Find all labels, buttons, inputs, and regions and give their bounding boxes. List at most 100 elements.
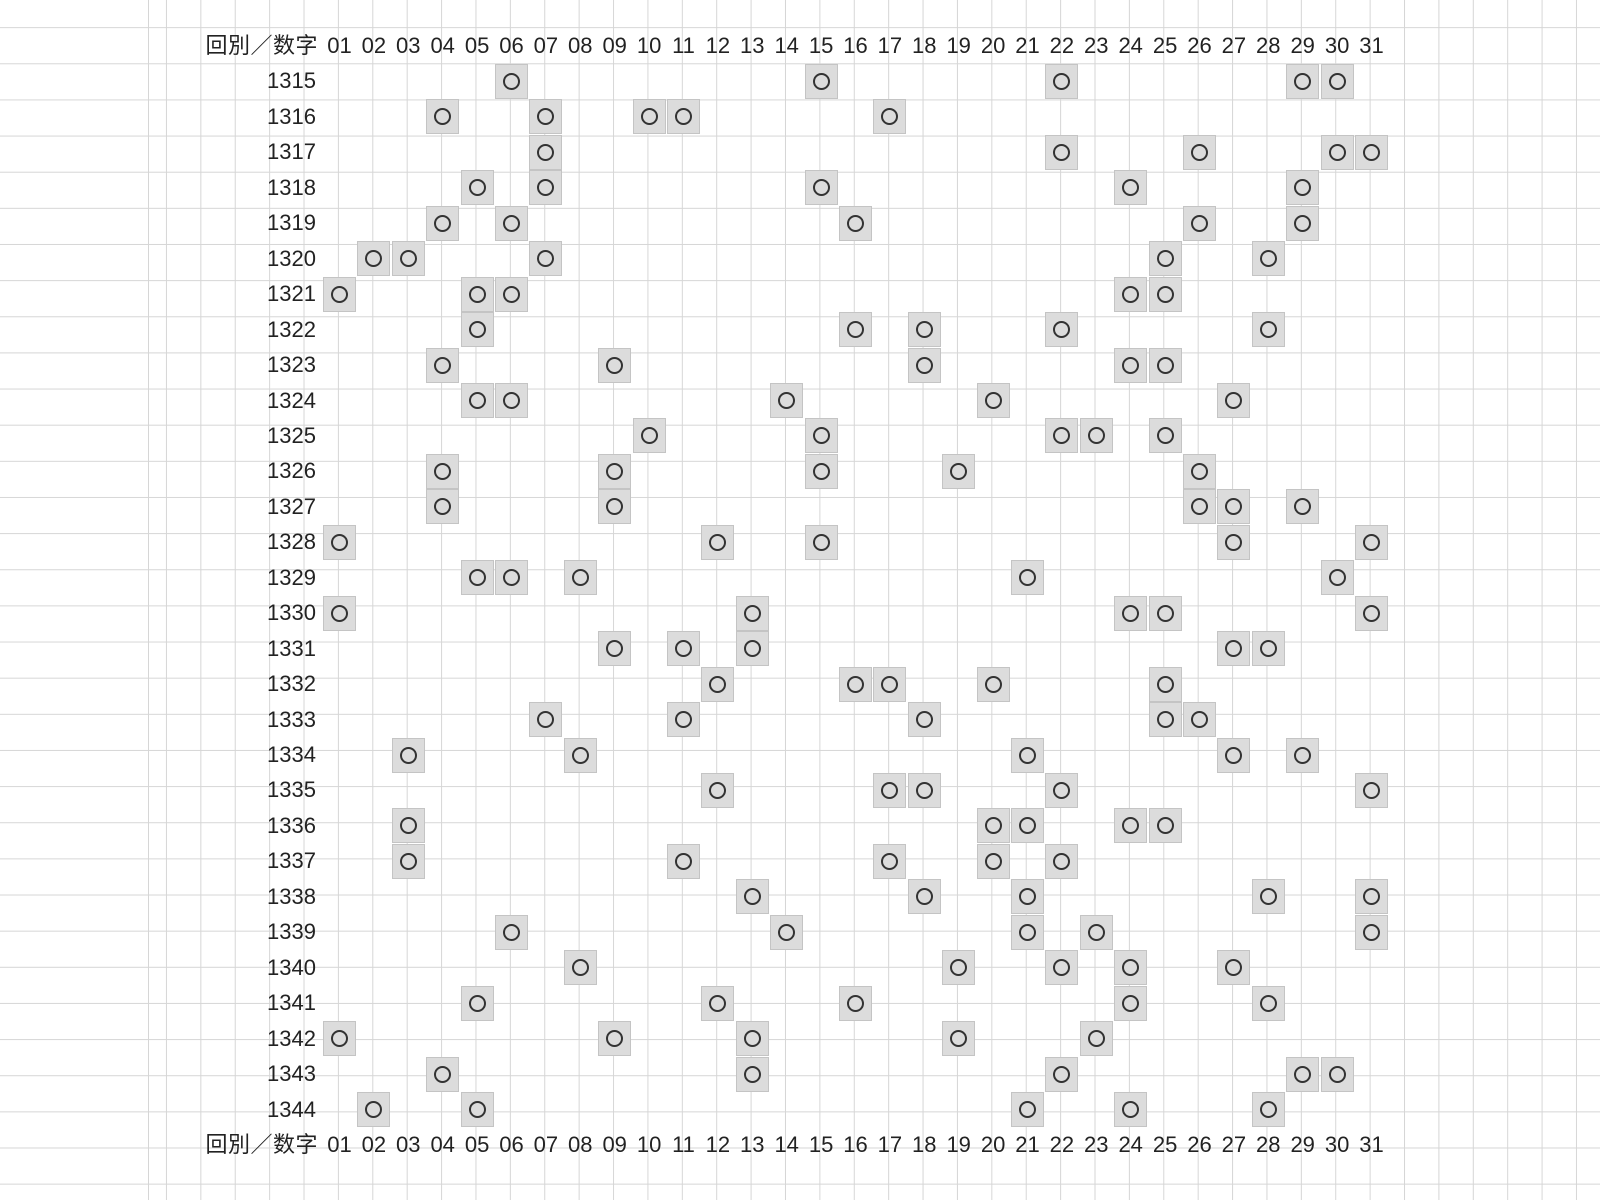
marked-cell[interactable] (804, 418, 838, 454)
marked-cell[interactable] (323, 276, 356, 312)
marked-cell[interactable] (976, 383, 1010, 418)
marked-cell[interactable] (391, 737, 425, 773)
marked-cell[interactable] (598, 347, 632, 383)
marked-cell[interactable] (1286, 63, 1320, 99)
marked-cell[interactable] (632, 418, 666, 454)
marked-cell[interactable] (1045, 950, 1079, 986)
marked-cell[interactable] (563, 560, 597, 596)
marked-cell[interactable] (839, 205, 872, 241)
marked-cell[interactable] (1045, 843, 1079, 879)
marked-cell[interactable] (1045, 312, 1079, 348)
marked-cell[interactable] (1011, 560, 1044, 596)
marked-cell[interactable] (976, 666, 1010, 702)
marked-cell[interactable] (1183, 702, 1216, 738)
marked-cell[interactable] (907, 772, 941, 808)
marked-cell[interactable] (1148, 418, 1182, 454)
marked-cell[interactable] (357, 241, 391, 277)
marked-cell[interactable] (1148, 241, 1182, 277)
marked-cell[interactable] (804, 524, 838, 560)
marked-cell[interactable] (1045, 1056, 1079, 1092)
marked-cell[interactable] (1320, 63, 1354, 99)
marked-cell[interactable] (1286, 489, 1320, 525)
marked-cell[interactable] (1251, 1092, 1285, 1127)
marked-cell[interactable] (529, 702, 563, 738)
marked-cell[interactable] (1011, 737, 1044, 773)
marked-cell[interactable] (1079, 1021, 1113, 1057)
marked-cell[interactable] (1217, 489, 1251, 525)
marked-cell[interactable] (770, 383, 804, 418)
marked-cell[interactable] (1286, 737, 1320, 773)
marked-cell[interactable] (1045, 418, 1079, 454)
marked-cell[interactable] (1217, 383, 1251, 418)
marked-cell[interactable] (495, 276, 528, 312)
marked-cell[interactable] (495, 205, 528, 241)
marked-cell[interactable] (1217, 737, 1251, 773)
marked-cell[interactable] (1286, 170, 1320, 206)
marked-cell[interactable] (1251, 879, 1285, 915)
marked-cell[interactable] (460, 312, 494, 348)
marked-cell[interactable] (1011, 879, 1044, 915)
marked-cell[interactable] (839, 985, 872, 1021)
marked-cell[interactable] (1251, 631, 1285, 667)
marked-cell[interactable] (426, 347, 460, 383)
marked-cell[interactable] (976, 808, 1010, 844)
marked-cell[interactable] (1320, 1056, 1354, 1092)
marked-cell[interactable] (426, 1056, 460, 1092)
marked-cell[interactable] (460, 383, 494, 418)
marked-cell[interactable] (907, 312, 941, 348)
marked-cell[interactable] (426, 489, 460, 525)
marked-cell[interactable] (495, 383, 528, 418)
marked-cell[interactable] (942, 453, 976, 489)
marked-cell[interactable] (426, 453, 460, 489)
marked-cell[interactable] (1045, 134, 1079, 170)
marked-cell[interactable] (1355, 914, 1388, 950)
marked-cell[interactable] (1148, 702, 1182, 738)
marked-cell[interactable] (1011, 1092, 1044, 1127)
marked-cell[interactable] (976, 843, 1010, 879)
marked-cell[interactable] (598, 631, 632, 667)
marked-cell[interactable] (667, 99, 700, 135)
marked-cell[interactable] (1355, 879, 1388, 915)
marked-cell[interactable] (1286, 205, 1320, 241)
marked-cell[interactable] (839, 666, 872, 702)
marked-cell[interactable] (701, 666, 735, 702)
marked-cell[interactable] (907, 702, 941, 738)
marked-cell[interactable] (839, 312, 872, 348)
marked-cell[interactable] (495, 63, 528, 99)
marked-cell[interactable] (873, 843, 907, 879)
marked-cell[interactable] (460, 985, 494, 1021)
marked-cell[interactable] (357, 1092, 391, 1127)
marked-cell[interactable] (1251, 241, 1285, 277)
marked-cell[interactable] (1045, 63, 1079, 99)
marked-cell[interactable] (563, 950, 597, 986)
marked-cell[interactable] (529, 241, 563, 277)
marked-cell[interactable] (632, 99, 666, 135)
marked-cell[interactable] (1114, 950, 1148, 986)
marked-cell[interactable] (1355, 524, 1388, 560)
marked-cell[interactable] (1355, 772, 1388, 808)
marked-cell[interactable] (460, 170, 494, 206)
marked-cell[interactable] (735, 1021, 769, 1057)
marked-cell[interactable] (529, 170, 563, 206)
marked-cell[interactable] (701, 524, 735, 560)
marked-cell[interactable] (426, 205, 460, 241)
marked-cell[interactable] (735, 1056, 769, 1092)
marked-cell[interactable] (1320, 560, 1354, 596)
marked-cell[interactable] (667, 631, 700, 667)
marked-cell[interactable] (1148, 347, 1182, 383)
marked-cell[interactable] (942, 950, 976, 986)
marked-cell[interactable] (1183, 134, 1216, 170)
marked-cell[interactable] (1114, 808, 1148, 844)
marked-cell[interactable] (667, 843, 700, 879)
marked-cell[interactable] (1355, 134, 1388, 170)
marked-cell[interactable] (391, 241, 425, 277)
marked-cell[interactable] (701, 985, 735, 1021)
marked-cell[interactable] (323, 524, 356, 560)
marked-cell[interactable] (804, 453, 838, 489)
marked-cell[interactable] (391, 843, 425, 879)
marked-cell[interactable] (942, 1021, 976, 1057)
marked-cell[interactable] (735, 631, 769, 667)
marked-cell[interactable] (1286, 1056, 1320, 1092)
marked-cell[interactable] (873, 99, 907, 135)
